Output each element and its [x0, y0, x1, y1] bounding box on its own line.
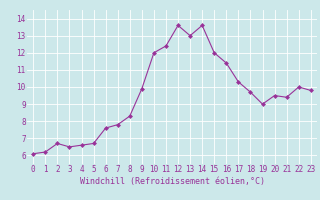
X-axis label: Windchill (Refroidissement éolien,°C): Windchill (Refroidissement éolien,°C)	[79, 177, 265, 186]
